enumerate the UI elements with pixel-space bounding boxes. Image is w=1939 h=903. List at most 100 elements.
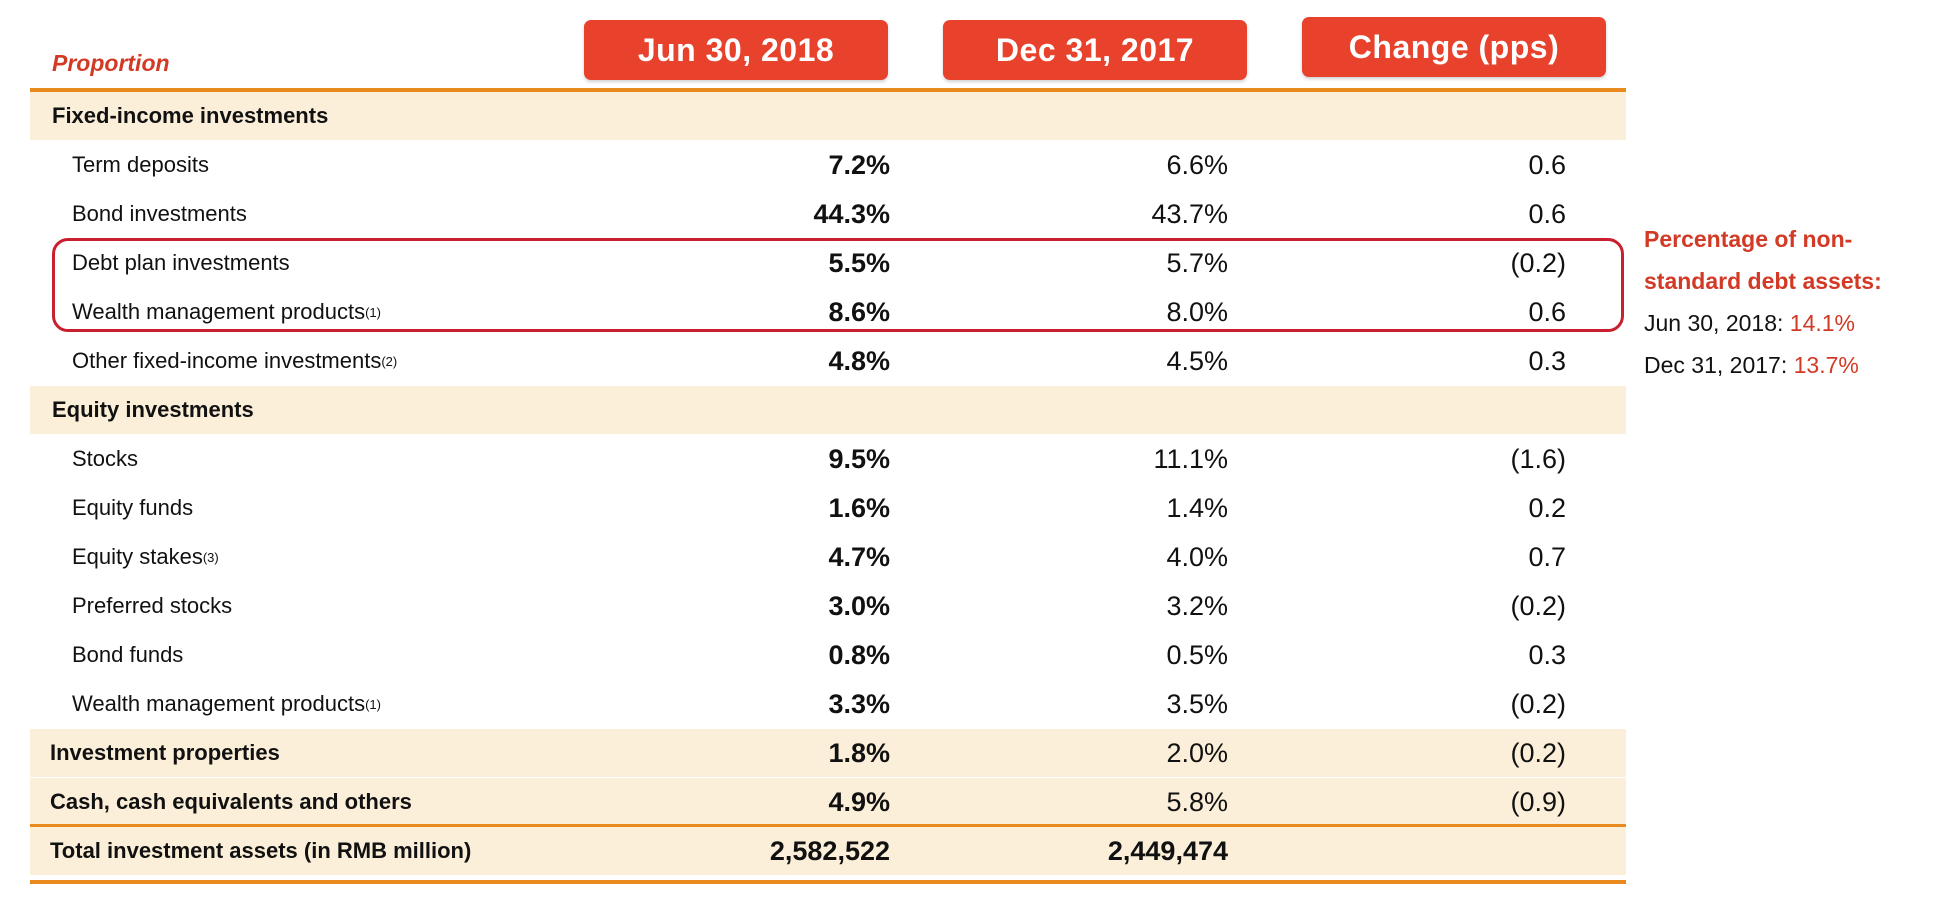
value-change: 0.3 — [1528, 345, 1566, 376]
table-row: Bond funds 0.8% 0.5% 0.3 — [30, 631, 1626, 679]
value-dec-2017: 43.7% — [1151, 198, 1228, 229]
header-rule — [30, 88, 1626, 92]
note-dec-2017-value: 13.7% — [1793, 352, 1859, 378]
value-change: (0.2) — [1510, 247, 1566, 278]
value-dec-2017: 4.5% — [1166, 345, 1228, 376]
row-label: Bond investments — [72, 190, 247, 238]
row-label: Debt plan investments — [72, 239, 290, 287]
row-label-text: Total investment assets (in RMB million) — [50, 838, 472, 863]
non-standard-debt-note: Percentage of non- standard debt assets:… — [1644, 218, 1882, 386]
value-change: 0.2 — [1528, 492, 1566, 523]
note-title-line2: standard debt assets: — [1644, 268, 1882, 294]
note-dec-2017-label: Dec 31, 2017: — [1644, 352, 1788, 378]
row-label: Stocks — [72, 435, 138, 483]
row-label-text: Wealth management products — [72, 299, 366, 324]
table-row: Preferred stocks 3.0% 3.2% (0.2) — [30, 582, 1626, 630]
column-header-change: Change (pps) — [1302, 17, 1606, 77]
value-dec-2017: 2.0% — [1166, 737, 1228, 768]
table-row: Bond investments 44.3% 43.7% 0.6 — [30, 190, 1626, 238]
note-jun-2018-label: Jun 30, 2018: — [1644, 310, 1784, 336]
non-standard-debt-highlight-box — [52, 238, 1624, 332]
table-row: Investment properties 1.8% 2.0% (0.2) — [30, 729, 1626, 777]
value-jun-2018: 4.8% — [828, 345, 890, 376]
row-label-text: Equity investments — [52, 397, 254, 422]
value-jun-2018: 8.6% — [828, 296, 890, 327]
value-dec-2017: 8.0% — [1166, 296, 1228, 327]
value-dec-2017: 4.0% — [1166, 541, 1228, 572]
table-row: Term deposits 7.2% 6.6% 0.6 — [30, 141, 1626, 189]
footnote-marker: (2) — [381, 353, 398, 369]
value-change: 0.3 — [1528, 639, 1566, 670]
value-dec-2017: 6.6% — [1166, 149, 1228, 180]
column-header-jun-2018: Jun 30, 2018 — [584, 20, 888, 80]
column-header-dec-2017: Dec 31, 2017 — [943, 20, 1247, 80]
value-jun-2018: 2,582,522 — [769, 835, 890, 866]
total-top-rule — [30, 824, 1626, 827]
row-label: Wealth management products (1) — [72, 288, 381, 336]
total-row: Total investment assets (in RMB million)… — [30, 827, 1626, 875]
value-dec-2017: 5.8% — [1166, 786, 1228, 817]
footnote-marker: (1) — [365, 304, 381, 320]
table-row: Wealth management products (1) 3.3% 3.5% (0.… — [30, 680, 1626, 728]
value-change: (1.6) — [1510, 443, 1566, 474]
note-line-jun-2018: Jun 30, 2018: 14.1% — [1644, 302, 1882, 344]
row-label-text: Bond investments — [72, 201, 247, 226]
value-dec-2017: 11.1% — [1153, 443, 1228, 474]
value-dec-2017: 3.2% — [1166, 590, 1228, 621]
row-label: Term deposits — [72, 141, 209, 189]
value-jun-2018: 1.6% — [828, 492, 890, 523]
value-dec-2017: 3.5% — [1166, 688, 1228, 719]
total-bottom-rule — [30, 880, 1626, 884]
row-label-text: Debt plan investments — [72, 250, 290, 275]
note-jun-2018-value: 14.1% — [1789, 310, 1856, 336]
table-row: Cash, cash equivalents and others 4.9% 5.8… — [30, 778, 1626, 826]
value-dec-2017: 5.7% — [1166, 247, 1228, 278]
table-row: Stocks 9.5% 11.1% (1.6) — [30, 435, 1626, 483]
table-row: Debt plan investments 5.5% 5.7% (0.2) — [30, 239, 1626, 287]
row-label: Wealth management products (1) — [72, 680, 381, 728]
value-jun-2018: 7.2% — [828, 149, 890, 180]
row-label: Fixed-income investments — [52, 92, 328, 140]
row-label-text: Equity stakes — [72, 544, 203, 569]
proportion-label: Proportion — [52, 50, 170, 76]
value-change: (0.2) — [1510, 688, 1566, 719]
footnote-marker: (3) — [202, 549, 219, 565]
table-row: Wealth management products (1) 8.6% 8.0% 0.6 — [30, 288, 1626, 336]
row-label-text: Wealth management products — [72, 691, 366, 716]
row-label: Cash, cash equivalents and others — [50, 778, 412, 826]
value-dec-2017: 2,449,474 — [1107, 835, 1228, 866]
value-change: 0.6 — [1528, 296, 1566, 327]
row-label-text: Equity funds — [72, 495, 194, 520]
row-label: Investment properties — [50, 729, 280, 777]
table-row: Equity investments — [30, 386, 1626, 434]
row-label: Preferred stocks — [72, 582, 232, 630]
value-jun-2018: 4.9% — [828, 786, 890, 817]
table-row: Equity funds 1.6% 1.4% 0.2 — [30, 484, 1626, 532]
row-label: Equity investments — [52, 386, 254, 434]
value-change: 0.6 — [1528, 149, 1566, 180]
value-jun-2018: 3.3% — [828, 688, 890, 719]
row-label-text: Bond funds — [72, 642, 184, 667]
table-row: Fixed-income investments — [30, 92, 1626, 140]
row-label-text: Term deposits — [72, 152, 209, 177]
value-jun-2018: 0.8% — [828, 639, 890, 670]
value-jun-2018: 44.3% — [813, 198, 890, 229]
row-label-text: Other fixed-income investments — [72, 348, 382, 373]
table-row: Equity stakes (3) 4.7% 4.0% 0.7 — [30, 533, 1626, 581]
row-label-text: Investment properties — [50, 740, 280, 765]
row-label: Bond funds — [72, 631, 183, 679]
row-label-text: Preferred stocks — [72, 593, 233, 618]
value-change: 0.6 — [1528, 198, 1566, 229]
note-line-dec-2017: Dec 31, 2017: 13.7% — [1644, 344, 1882, 386]
row-label: Equity funds — [72, 484, 193, 532]
row-label: Equity stakes (3) — [72, 533, 219, 581]
row-label: Other fixed-income investments (2) — [72, 337, 397, 385]
value-jun-2018: 5.5% — [828, 247, 890, 278]
row-label-text: Fixed-income investments — [52, 103, 329, 128]
value-change: (0.2) — [1510, 737, 1566, 768]
table-row: Other fixed-income investments (2) 4.8% 4.5… — [30, 337, 1626, 385]
value-jun-2018: 1.8% — [828, 737, 890, 768]
footnote-marker: (1) — [365, 696, 381, 712]
value-jun-2018: 3.0% — [828, 590, 890, 621]
value-dec-2017: 1.4% — [1166, 492, 1228, 523]
